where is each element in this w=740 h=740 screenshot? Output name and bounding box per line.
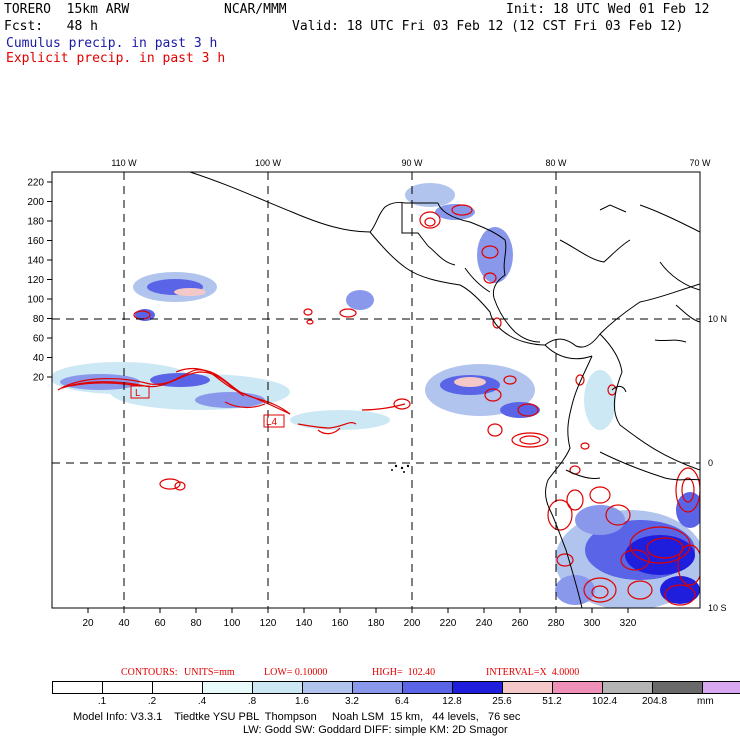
x-tick-label: 220 [440,618,457,629]
y-tick-label: 140 [27,256,44,267]
lon-label: 80 W [545,158,567,168]
colorbar-swatch [102,681,153,694]
y-tick-label: 40 [33,353,45,364]
y-tick-label: 160 [27,236,44,247]
x-tick-label: 300 [584,618,601,629]
x-tick-label: 180 [368,618,385,629]
init-time: Init: 18 UTC Wed 01 Feb 12 [506,2,710,17]
galapagos-islands [391,464,410,473]
y-tick-label: 100 [27,295,44,306]
colorbar-swatch [552,681,603,694]
explicit-precip-contours [57,204,700,606]
x-tick-label: 240 [476,618,493,629]
contours-high: HIGH= 102.40 [372,667,436,678]
colorbar-label: 1.6 [295,696,309,707]
lon-label: 90 W [401,158,423,168]
lon-label: 70 W [689,158,711,168]
coastlines [189,172,700,608]
colorbar-swatch [52,681,103,694]
model-info: Model Info: V3.3.1 Tiedtke YSU PBL Thomp… [73,711,521,723]
x-tick-label: 160 [332,618,349,629]
x-tick-label: 60 [154,618,166,629]
colorbar-swatch [502,681,553,694]
contours-low: LOW= 0.10000 [264,667,328,678]
colorbar-label: .4 [197,696,207,707]
y-tick-label: 120 [27,275,44,286]
low-marker-box-1 [130,385,150,399]
colorbar-swatch [152,681,203,694]
institution: NCAR/MMM [224,2,287,17]
colorbar-label: .1 [97,696,107,707]
x-tick-label: 120 [260,618,277,629]
contours-interval: INTERVAL=X 4.0000 [486,667,580,678]
colorbar-label: 25.6 [492,696,512,707]
low-marker-2: L4 [266,417,278,428]
cumulus-precip-areas [52,183,700,608]
x-tick-label: 200 [404,618,421,629]
explicit-legend: Explicit precip. in past 3 h [6,51,226,66]
y-tick-label: 60 [33,334,45,345]
x-tick-label: 260 [512,618,529,629]
lat-label: 10 S [708,603,727,613]
colorbar-label: 204.8 [642,696,668,707]
colorbar-label: 12.8 [442,696,462,707]
lat-lon-grid [52,172,700,608]
y-tick-label: 20 [33,373,45,384]
x-tick-label: 100 [224,618,241,629]
colorbar-label: 3.2 [345,696,359,707]
y-tick-label: 200 [27,197,44,208]
colorbar-swatch [652,681,703,694]
lon-labels: 110 W 100 W 90 W 80 W 70 W [111,158,711,168]
y-tick-label: 80 [33,314,45,325]
colorbar-label: .2 [147,696,157,707]
colorbar-swatch [702,681,740,694]
colorbar-swatch [252,681,303,694]
colorbar-label: 102.4 [592,696,618,707]
colorbar-label: 51.2 [542,696,562,707]
low-marker-box-2 [263,414,285,428]
x-tick-label: 140 [296,618,313,629]
cumulus-legend: Cumulus precip. in past 3 h [6,36,218,51]
map-field [52,172,700,608]
forecast-hour: Fcst: 48 h [4,19,98,34]
contours-label: CONTOURS: [121,667,178,678]
lon-label: 100 W [255,158,282,168]
physics-info: LW: Godd SW: Goddard DIFF: simple KM: 2D… [243,724,508,736]
y-tick-label: 180 [27,217,44,228]
colorbar-swatch [302,681,353,694]
y-axis-ticks: 220 200 180 160 140 120 100 80 60 40 20 [27,178,52,384]
colorbar-label: .8 [247,696,257,707]
valid-time: Valid: 18 UTC Fri 03 Feb 12 (12 CST Fri … [292,19,684,34]
colorbar-label: 6.4 [395,696,409,707]
lat-label: 10 N [708,314,727,324]
y-tick-label: 220 [27,178,44,189]
model-title: TORERO 15km ARW [4,2,130,17]
colorbar-unit: mm [697,696,714,707]
lon-label: 110 W [111,158,137,168]
x-axis-ticks: 20 40 60 80 100 120 140 160 180 200 220 240 260 280 30… [82,608,637,629]
x-tick-label: 320 [620,618,637,629]
colorbar-swatch [202,681,253,694]
lat-label: 0 [708,458,713,468]
colorbar-swatch [452,681,503,694]
x-tick-label: 20 [82,618,94,629]
x-tick-label: 40 [118,618,130,629]
x-tick-label: 280 [548,618,565,629]
lat-labels: 10 N 0 10 S [708,314,727,613]
colorbar-swatch [352,681,403,694]
x-tick-label: 80 [190,618,202,629]
low-marker-1: L [135,388,141,399]
colorbar-swatch [402,681,453,694]
contours-units: UNITS=mm [184,667,235,678]
colorbar-swatch [602,681,653,694]
